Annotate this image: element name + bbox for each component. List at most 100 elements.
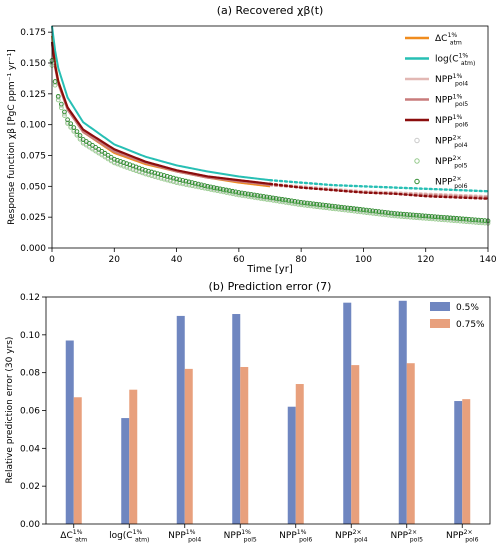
bar-series-a [398, 300, 407, 524]
panel-a-series-marker [482, 218, 488, 223]
panel-a-series-marker [470, 217, 475, 222]
panel-a-series-marker [276, 196, 282, 202]
panel-a-series-marker [357, 207, 363, 212]
panel-a-series-marker [476, 220, 482, 225]
panel-b-xtick-label: NPP1% pol6 [279, 529, 312, 544]
panel-a-series-marker [345, 208, 351, 213]
panel-a-series-marker [323, 205, 329, 211]
panel-a-xtick-label: 60 [233, 255, 245, 265]
panel-a-series-marker [336, 206, 341, 212]
panel-a-series-marker [52, 82, 58, 88]
panel-a-xlabel: Time [yr] [246, 264, 293, 275]
panel-a-series-marker [211, 185, 217, 190]
panel-a-series-marker [457, 216, 463, 221]
panel-a-series-marker [367, 210, 373, 216]
panel-a-xtick-label: 100 [355, 255, 372, 265]
panel-a-series-marker [454, 218, 460, 224]
panel-a-series-marker [161, 173, 167, 178]
panel-a-series-marker [370, 210, 376, 216]
panel-a-series-marker [199, 182, 204, 188]
panel-a-legend: ΔC1% atm log(C1% atm) NPP1% pol4 NPP1% pol5 NPP1… [405, 32, 475, 190]
panel-a-series-marker [295, 199, 301, 205]
panel-a-series-marker [410, 212, 416, 218]
legend-label: 0.75% [456, 320, 485, 330]
panel-a-series-marker [311, 201, 316, 207]
panel-b-ytick-label: 0.02 [20, 482, 40, 492]
panel-a-series-marker [192, 181, 198, 186]
panel-a-series-marker [326, 205, 332, 211]
panel-a-series-extrapolation [268, 178, 490, 193]
panel-a-series-marker [183, 178, 189, 184]
panel-a-ytick-label: 0.125 [20, 90, 46, 100]
panel-a-series-marker [457, 218, 463, 224]
panel-a-series-marker [164, 173, 170, 179]
legend-label: 0.5% [456, 303, 479, 313]
panel-a-ytick-label: 0.000 [20, 244, 46, 254]
panel-a-series-marker [224, 187, 229, 193]
panel-a-series-marker [258, 193, 264, 199]
panel-a-xtick-label: 0 [49, 255, 55, 265]
bar-series-a [176, 315, 185, 524]
panel-b-ylabel: Relative prediction error (30 yrs) [5, 337, 15, 484]
panel-a-series-line [51, 44, 271, 187]
panel-a-series-marker [448, 218, 453, 223]
panel-a-series-marker [149, 169, 155, 175]
panel-a-series-marker [196, 181, 201, 187]
panel-a-ytick-label: 0.100 [20, 121, 46, 131]
panel-a-series-marker [52, 79, 58, 84]
legend-swatch-marker [414, 178, 420, 185]
panel-a-series-marker [320, 202, 326, 208]
panel-a-series-marker [414, 212, 419, 218]
panel-a-series-marker [183, 182, 189, 187]
panel-a-series-marker [292, 199, 298, 204]
panel-a-series-marker [305, 203, 310, 208]
panel-a-series-marker [438, 217, 444, 222]
panel-b-xtick-label: NPP1% pol5 [224, 529, 257, 544]
panel-a-series-marker [301, 200, 307, 206]
panel-a-series-marker [451, 218, 457, 223]
bar-series-b [351, 365, 360, 524]
panel-a-series-marker [58, 103, 64, 109]
panel-a-series-marker [460, 219, 466, 224]
panel-a-series-marker [354, 209, 360, 214]
panel-a-series-marker [382, 212, 388, 218]
panel-a-series-marker [152, 170, 158, 176]
panel-a-series-marker [192, 183, 198, 189]
panel-a-series-marker [329, 206, 335, 211]
panel-b-ytick-label: 0.04 [20, 444, 40, 454]
panel-a-series-marker [245, 191, 251, 197]
panel-a-series-marker [342, 205, 348, 210]
panel-a-series-marker [357, 209, 363, 215]
legend-label: log(C1% atm) [435, 52, 475, 67]
panel-a-series-marker [74, 129, 80, 134]
panel-a-xtick-label: 120 [417, 255, 434, 265]
panel-a-series-marker [438, 214, 444, 220]
panel-b-ytick-label: 0.08 [20, 369, 40, 379]
panel-a-series-marker [301, 202, 307, 208]
panel-a-series-marker [354, 206, 360, 212]
panel-a-series-marker [227, 188, 232, 193]
panel-a-series-marker [236, 190, 242, 195]
bar-series-b [73, 397, 82, 524]
panel-b-ytick-label: 0.00 [20, 520, 40, 530]
panel-a-series-marker [398, 211, 404, 217]
panel-a-series-marker [473, 217, 478, 223]
panel-b-title: (b) Prediction error (7) [209, 280, 332, 293]
panel-a-series-marker [385, 212, 391, 218]
panel-a-series-line [51, 25, 271, 182]
bar-series-a [65, 340, 74, 524]
panel-a-series-marker [348, 208, 354, 214]
panel-a-series-marker [389, 210, 394, 216]
panel-a-series-marker [314, 204, 320, 210]
panel-a-series-marker [261, 194, 267, 199]
panel-a-series-marker [289, 198, 295, 204]
panel-a-series-marker [454, 216, 460, 221]
bar-series-b [295, 384, 304, 524]
panel-a-series-marker [314, 201, 320, 207]
panel-a-series-marker [429, 214, 435, 219]
panel-a-series-marker [233, 189, 239, 195]
bar-series-a [287, 406, 296, 524]
panel-a-series-marker [270, 195, 276, 201]
panel-a-series-marker [158, 172, 164, 177]
panel-a-ytick-label: 0.175 [20, 28, 46, 38]
